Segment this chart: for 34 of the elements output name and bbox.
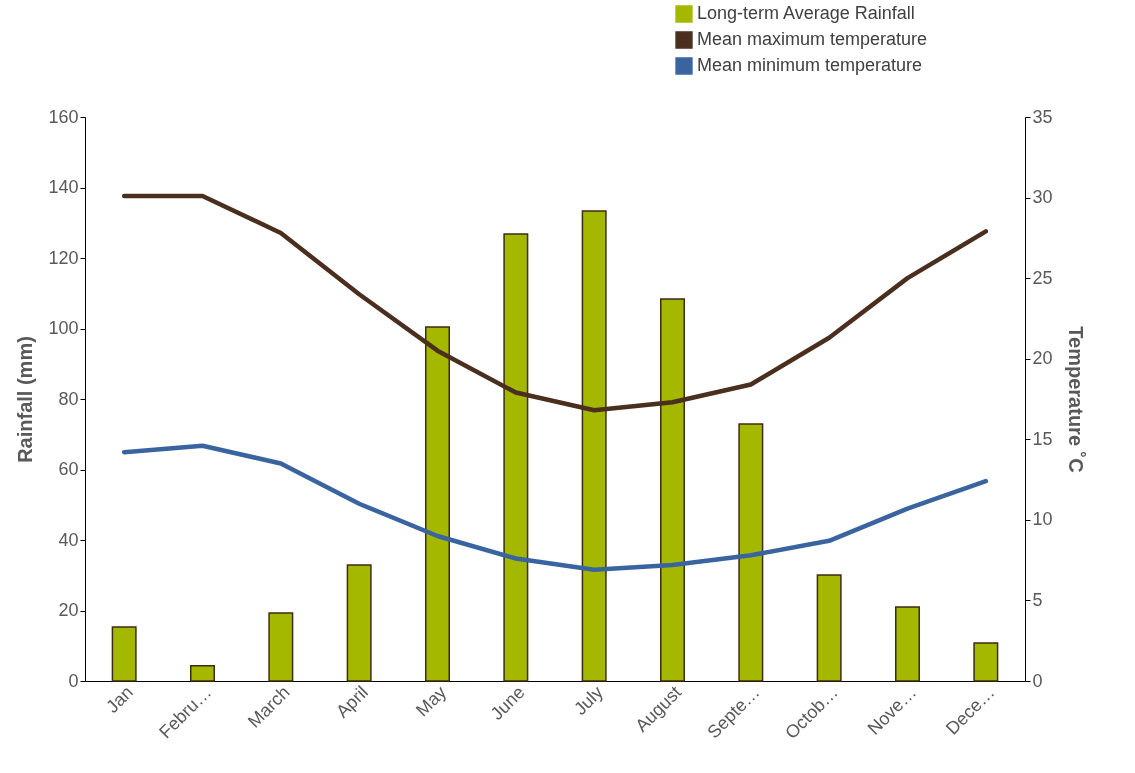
y-tick-label: 80	[58, 388, 79, 409]
line-series	[121, 443, 989, 573]
y2-tick-label: 35	[1032, 106, 1053, 127]
bar	[268, 612, 294, 682]
bar	[190, 665, 215, 682]
legend-label: Mean maximum temperature	[697, 29, 928, 49]
y-tick-label: 100	[48, 318, 79, 338]
y2-tick-label: 20	[1032, 348, 1053, 369]
x-tick-label: July	[570, 682, 607, 719]
y2-tick-label: 30	[1032, 187, 1053, 208]
y-tick-label: 60	[58, 459, 79, 479]
y-tick-label: 20	[58, 600, 79, 620]
bar	[111, 626, 137, 682]
legend-label: Long-term Average Rainfall	[697, 3, 915, 23]
y2-tick-label: 25	[1032, 267, 1053, 288]
bar	[738, 423, 764, 682]
y2-tick-label: 10	[1032, 509, 1053, 530]
y-tick-label: 40	[58, 529, 79, 550]
y-tick-label: 140	[48, 177, 79, 197]
y-tick-label: 120	[48, 247, 79, 268]
x-tick-label: May	[412, 682, 451, 721]
y-tick-label: 0	[68, 670, 79, 691]
y-axis-title: Rainfall (mm)	[14, 336, 37, 463]
bar	[816, 574, 842, 682]
y2-tick-label: 5	[1032, 589, 1043, 610]
y2-axis-title: Temperature ˚C	[1064, 326, 1087, 473]
y2-tick-label: 0	[1032, 670, 1043, 691]
x-tick-label: Jan	[102, 682, 137, 717]
y2-tick-label: 15	[1032, 428, 1053, 449]
bar	[973, 642, 999, 682]
bar	[346, 564, 372, 682]
bar	[895, 606, 920, 682]
y-tick-label: 160	[48, 106, 79, 127]
legend-label: Mean minimum temperature	[697, 55, 923, 75]
